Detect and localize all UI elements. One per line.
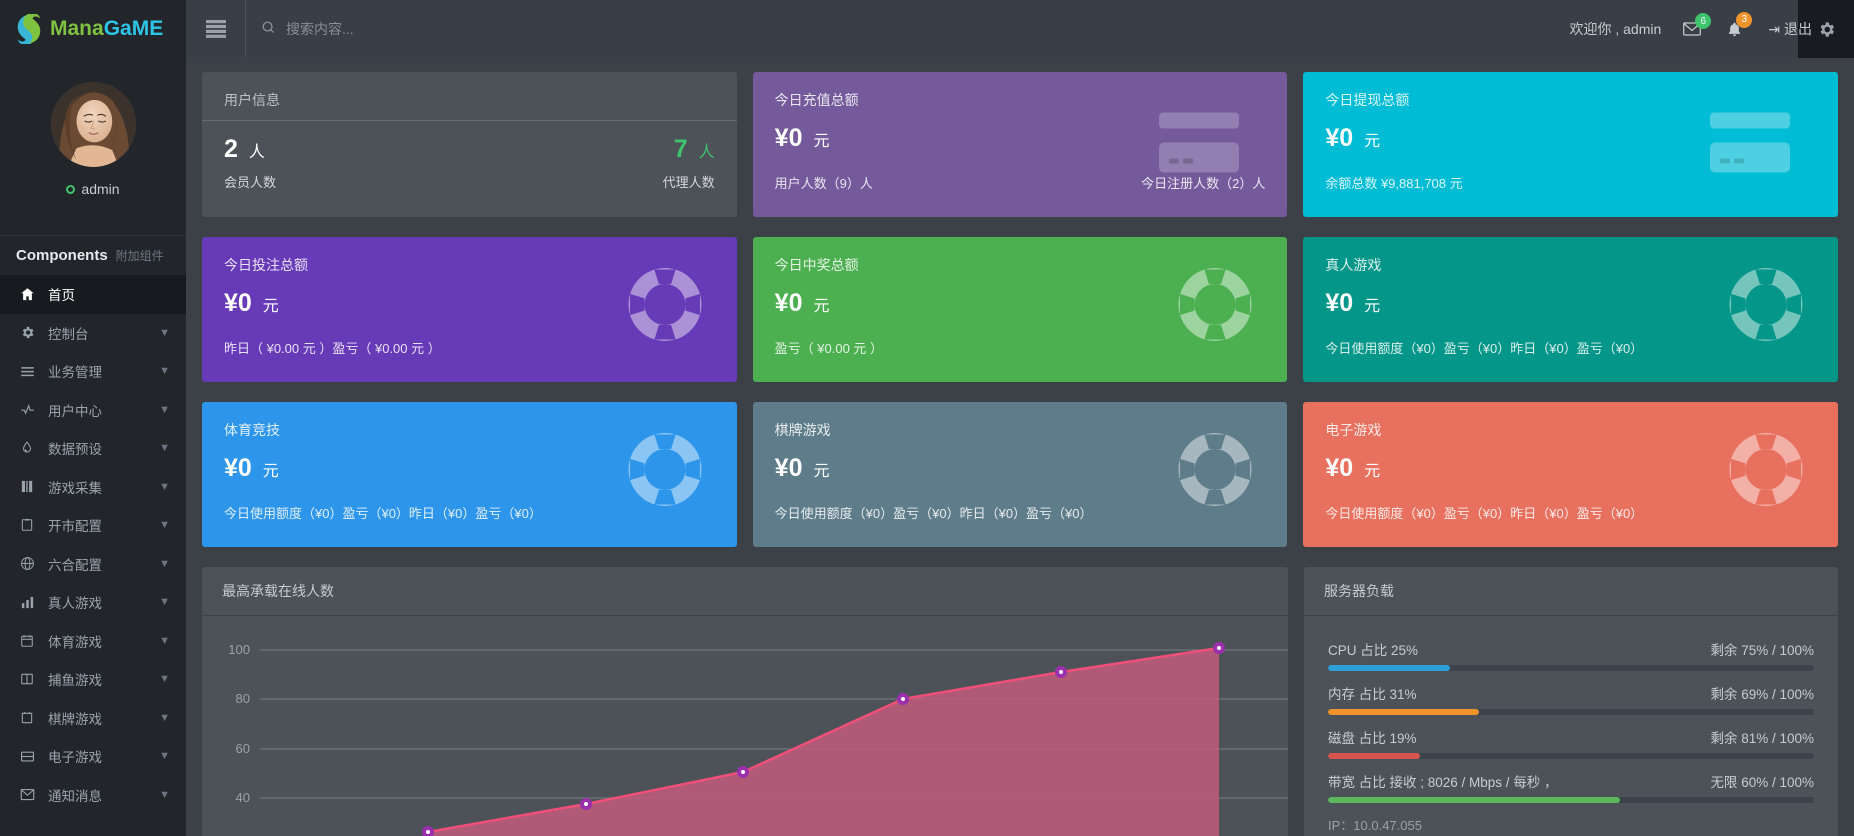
svg-text:60: 60 xyxy=(236,741,250,756)
svg-text:80: 80 xyxy=(236,691,250,706)
svg-text:100: 100 xyxy=(228,642,250,657)
svg-text:40: 40 xyxy=(236,790,250,805)
